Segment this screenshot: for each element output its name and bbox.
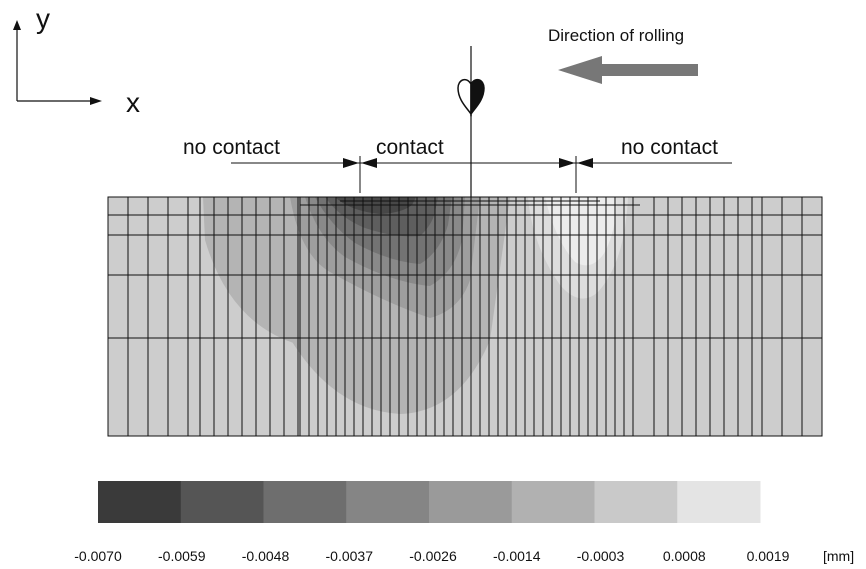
load-marker-left-half — [457, 78, 472, 117]
direction-of-rolling-label: Direction of rolling — [548, 26, 684, 45]
contour-region — [545, 197, 617, 266]
contact-zone-annotation: no contact contact no contact — [183, 136, 732, 193]
legend-tick-labels: -0.0070 -0.0059 -0.0048 -0.0037 -0.0026 -0.00… — [74, 548, 789, 564]
legend-tick-label: -0.0070 — [74, 548, 122, 564]
legend-tick-label: -0.0003 — [577, 548, 625, 564]
legend-tick-label: 0.0008 — [663, 548, 706, 564]
zone-label-contact: contact — [376, 136, 444, 159]
legend-unit-label: [mm] — [823, 548, 854, 564]
right-outer-arrowhead — [577, 158, 593, 168]
legend-swatch — [346, 481, 430, 523]
legend-tick-label: -0.0037 — [326, 548, 374, 564]
right-inner-arrowhead — [559, 158, 575, 168]
legend-color-bar — [98, 481, 761, 523]
zone-label-no-contact-right: no contact — [621, 136, 718, 159]
legend-swatch — [180, 481, 264, 523]
x-axis-label: x — [126, 87, 140, 118]
legend-swatch — [511, 481, 595, 523]
legend-tick-label: -0.0048 — [242, 548, 290, 564]
zone-label-no-contact-left: no contact — [183, 136, 280, 159]
legend-swatch — [594, 481, 678, 523]
y-axis-arrowhead — [13, 20, 21, 30]
left-outer-arrowhead — [343, 158, 359, 168]
legend-swatch — [263, 481, 347, 523]
mesh-border — [107, 196, 823, 437]
legend-swatch — [98, 481, 182, 523]
legend-tick-label: -0.0059 — [158, 548, 206, 564]
load-symbol — [457, 46, 485, 197]
x-axis-arrowhead — [90, 97, 102, 105]
y-axis-label: y — [36, 3, 50, 34]
fe-mesh — [108, 197, 822, 436]
load-marker-right-half — [470, 78, 485, 117]
legend-swatch — [677, 481, 761, 523]
coordinate-axes: y x — [13, 3, 140, 118]
contour-plot — [108, 197, 822, 436]
legend-tick-label: -0.0026 — [409, 548, 457, 564]
rolling-direction-arrow — [558, 56, 698, 84]
legend-tick-label: 0.0019 — [747, 548, 790, 564]
legend-tick-label: -0.0014 — [493, 548, 541, 564]
legend-swatch — [429, 481, 513, 523]
left-inner-arrowhead — [361, 158, 377, 168]
